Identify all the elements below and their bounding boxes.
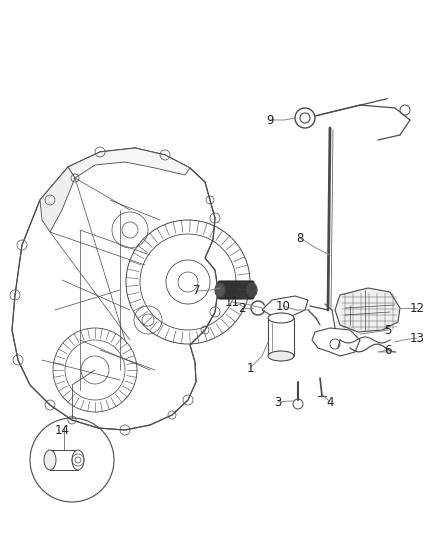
Text: 11: 11	[225, 295, 240, 309]
Polygon shape	[262, 296, 308, 316]
Text: 9: 9	[266, 114, 274, 126]
Text: 2: 2	[238, 302, 246, 314]
Text: 6: 6	[384, 343, 392, 357]
Ellipse shape	[247, 283, 257, 297]
Text: 1: 1	[246, 361, 254, 375]
Text: 13: 13	[410, 332, 424, 344]
Text: 3: 3	[274, 395, 282, 408]
Text: 7: 7	[193, 285, 201, 297]
Polygon shape	[40, 167, 75, 232]
FancyBboxPatch shape	[218, 281, 254, 299]
Circle shape	[295, 108, 315, 128]
Circle shape	[293, 399, 303, 409]
Ellipse shape	[44, 450, 56, 470]
Polygon shape	[312, 328, 360, 356]
Text: 12: 12	[410, 302, 424, 314]
Ellipse shape	[215, 283, 225, 297]
Text: 10: 10	[276, 300, 290, 312]
Ellipse shape	[72, 450, 84, 470]
Polygon shape	[335, 288, 400, 332]
Ellipse shape	[268, 351, 294, 361]
Text: 5: 5	[384, 324, 392, 336]
Polygon shape	[12, 148, 218, 430]
Polygon shape	[68, 148, 190, 178]
Polygon shape	[50, 450, 78, 470]
Text: 4: 4	[326, 395, 334, 408]
Text: 8: 8	[297, 231, 304, 245]
Text: 14: 14	[54, 424, 70, 437]
Polygon shape	[268, 318, 294, 356]
Ellipse shape	[268, 313, 294, 323]
